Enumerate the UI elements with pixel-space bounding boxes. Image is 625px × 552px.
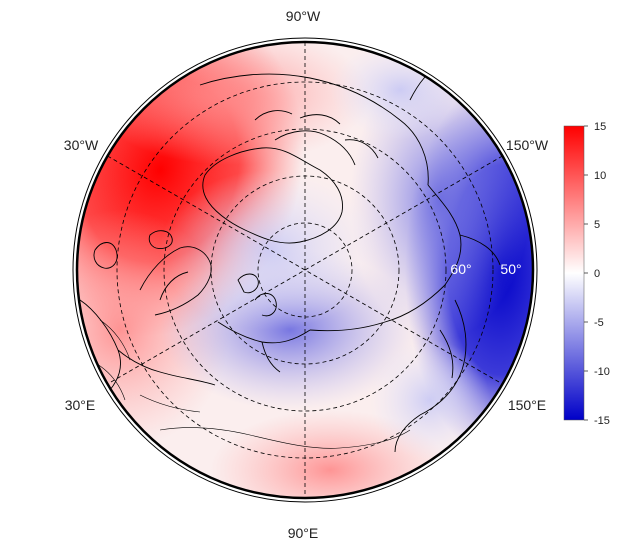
iceland-coast <box>148 230 173 249</box>
colorbar-tick-label: 5 <box>594 219 600 231</box>
scandinavia-coast <box>139 246 212 316</box>
positive-anomaly-baffin <box>90 42 370 165</box>
lon-label-lower-left: 30°E <box>65 397 96 413</box>
kamchatka-coast <box>394 329 454 453</box>
british-isles-coast <box>93 242 118 269</box>
lon-label-upper-right: 150°W <box>506 137 549 153</box>
colorbar-tick-label: 10 <box>594 170 606 182</box>
colorbar-tick-label: 0 <box>594 268 600 280</box>
colorbar-tick-label: 15 <box>594 121 606 133</box>
lon-label-bottom: 90°E <box>288 525 319 541</box>
colorbar-gradient <box>563 125 585 421</box>
colorbar: 15 10 5 0 -5 -10 -15 <box>563 121 610 427</box>
lon-label-lower-right: 150°E <box>508 397 546 413</box>
alaska-coast <box>427 184 501 286</box>
map-border <box>75 40 535 500</box>
graticule <box>107 42 503 498</box>
map-border-outer <box>72 37 538 503</box>
lon-label-top: 90°W <box>286 8 321 24</box>
lat-label-60: 60° <box>450 261 471 277</box>
canadian-archipelago-coast <box>254 110 379 166</box>
colorbar-tick-label: -5 <box>594 317 604 329</box>
negative-anomaly-east-siberia <box>370 340 490 460</box>
svalbard-coast <box>237 273 277 317</box>
negative-anomaly-canada <box>330 42 470 140</box>
lon-label-upper-left: 30°W <box>64 137 99 153</box>
meridian-line-3 <box>107 155 503 385</box>
siberia-arctic-coast <box>217 321 311 373</box>
negative-anomaly-central-arctic <box>160 170 380 330</box>
greenland-coast <box>202 147 343 244</box>
colorbar-tick-label: -10 <box>594 366 610 378</box>
colorbar-tick-label: -15 <box>594 415 610 427</box>
latitude-circle-3 <box>163 128 447 412</box>
lat-label-50: 50° <box>500 261 521 277</box>
